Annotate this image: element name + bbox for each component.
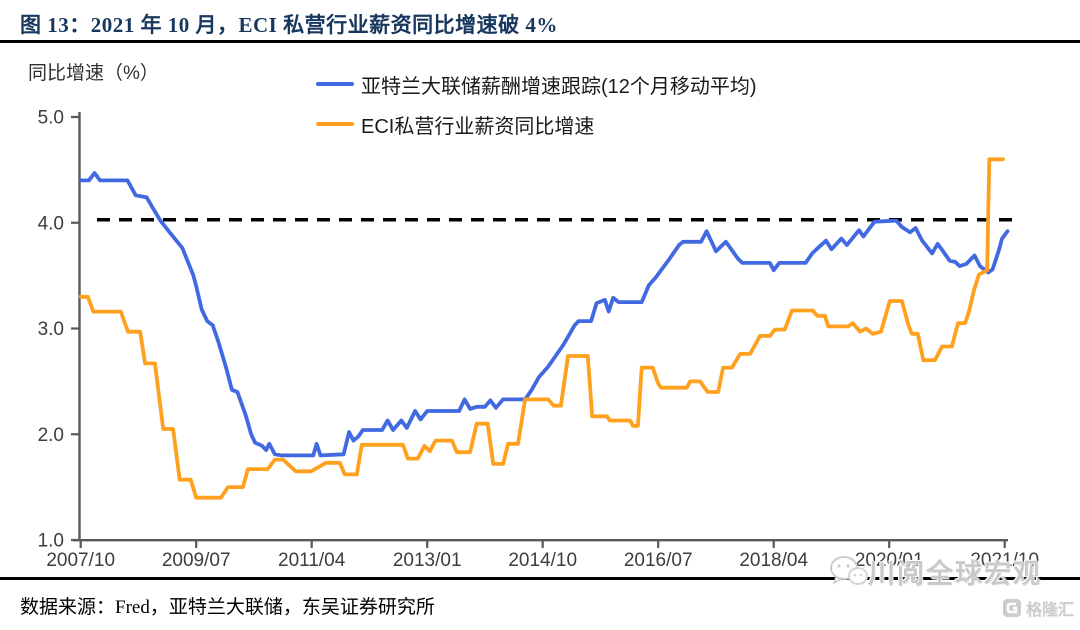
- footer-divider: [0, 577, 1080, 580]
- wechat-icon: [830, 555, 868, 585]
- data-source-note: 数据来源：Fred，亚特兰大联储，东吴证券研究所: [20, 597, 435, 618]
- legend-line-orange-icon: [316, 122, 354, 126]
- legend-label-eci: ECI私营行业薪资同比增速: [361, 115, 595, 138]
- x-tick-label: 2014/10: [508, 550, 577, 571]
- y-tick-label: 4.0: [38, 213, 64, 234]
- x-tick-label: 2021/10: [970, 550, 1039, 571]
- legend-label-atlanta-fed: 亚特兰大联储薪酬增速跟踪(12个月移动平均): [361, 75, 757, 98]
- chart-title: 图 13：2021 年 10 月，ECI 私营行业薪资同比增速破 4%: [20, 13, 558, 37]
- watermark-text: 川阅全球宏观: [868, 559, 1042, 589]
- x-tick-label: 2018/04: [739, 550, 808, 571]
- x-tick-label: 2013/01: [393, 550, 462, 571]
- legend-item-eci: ECI私营行业薪资同比增速: [316, 104, 757, 144]
- gelonghui-logo: 格隆汇: [1002, 596, 1074, 620]
- series-line-atlanta-fed: [78, 171, 1010, 458]
- y-tick-label: 3.0: [38, 319, 64, 340]
- legend-item-atlanta-fed: 亚特兰大联储薪酬增速跟踪(12个月移动平均): [316, 64, 757, 104]
- watermark: 川阅全球宏观: [828, 552, 1042, 591]
- x-tick-label: 2009/07: [162, 550, 231, 571]
- title-divider: [0, 40, 1080, 43]
- legend-line-blue-icon: [316, 82, 354, 86]
- x-tick-label: 2020/01: [855, 550, 924, 571]
- y-tick-label: 2.0: [38, 425, 64, 446]
- gelonghui-text: 格隆汇: [1026, 602, 1075, 619]
- x-tick-label: 2007/10: [46, 550, 115, 571]
- y-tick-label: 1.0: [38, 531, 64, 552]
- gelonghui-icon: [1003, 599, 1021, 617]
- x-tick-label: 2016/07: [624, 550, 693, 571]
- y-tick-label: 5.0: [38, 108, 64, 129]
- series-line-eci: [78, 157, 1005, 500]
- legend: 亚特兰大联储薪酬增速跟踪(12个月移动平均) ECI私营行业薪资同比增速: [316, 64, 757, 144]
- y-axis-label: 同比增速（%）: [28, 63, 159, 84]
- x-tick-label: 2011/04: [278, 550, 346, 571]
